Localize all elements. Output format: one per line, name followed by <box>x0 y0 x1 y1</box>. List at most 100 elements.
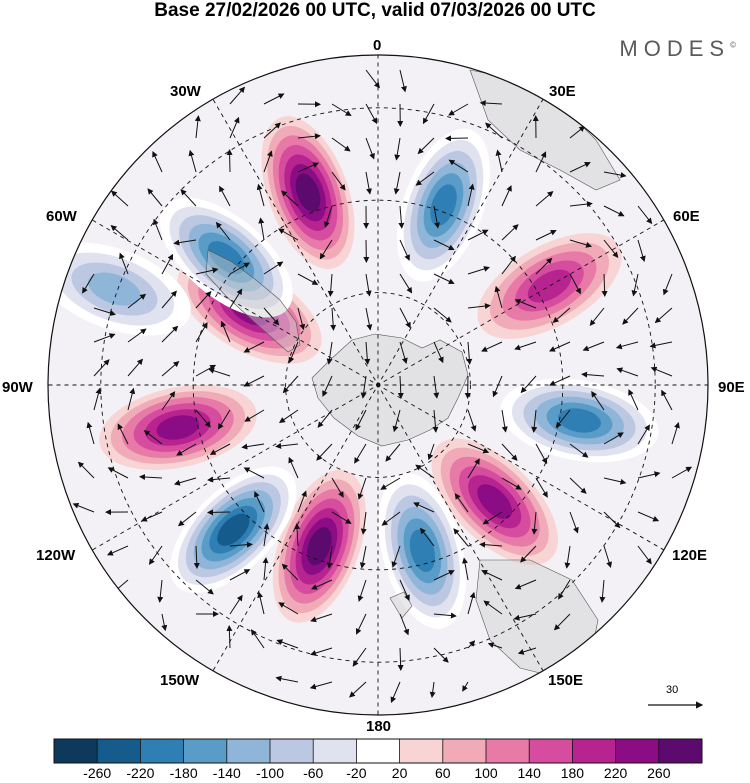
wind-vector <box>316 443 333 461</box>
map-boundary <box>47 54 709 716</box>
wind-vector <box>520 545 537 563</box>
lon-label-30e: 30E <box>549 83 576 100</box>
wind-vector <box>229 569 251 581</box>
pole-marker <box>375 382 381 388</box>
wind-vector <box>319 239 333 260</box>
wind-vector <box>501 255 516 275</box>
wind-vector <box>558 579 571 600</box>
colorbar-segment <box>529 739 573 763</box>
wind-vector <box>492 375 503 398</box>
wind-vector <box>501 185 512 207</box>
wind-vector <box>157 579 164 603</box>
wind-vector <box>161 253 174 275</box>
wind-vector <box>445 135 469 142</box>
wind-vector <box>637 424 650 445</box>
wind-vector <box>93 333 116 343</box>
wind-vector <box>243 467 265 479</box>
wind-vector <box>649 341 673 349</box>
colorbar-segment <box>97 739 141 763</box>
lon-label-150w: 150W <box>160 672 200 689</box>
wind-vector <box>467 183 475 207</box>
colorbar-segment <box>140 739 184 763</box>
wind-vector <box>501 477 522 490</box>
wind-vector <box>661 389 673 411</box>
wind-vector <box>297 490 307 513</box>
wind-vector <box>282 375 299 394</box>
wind-vector <box>276 639 299 649</box>
anomaly-center-7 <box>170 466 297 593</box>
wind-vector <box>654 307 673 324</box>
wind-vector <box>226 149 233 173</box>
wind-vector <box>399 69 407 93</box>
wind-vector <box>650 366 673 377</box>
wind-vector <box>256 183 265 207</box>
colorbar-tick-label: 220 <box>603 765 628 781</box>
wind-vector <box>359 545 367 569</box>
wind-vector <box>176 443 197 456</box>
wind-vector <box>394 137 401 161</box>
wind-vector <box>278 409 299 423</box>
wind-vector <box>326 545 333 569</box>
wind-vector <box>93 307 116 316</box>
colorbar-tick-label: 140 <box>517 765 541 781</box>
wind-vector <box>365 137 375 160</box>
wind-vector <box>487 642 503 649</box>
colorbar-tick-label: -220 <box>126 765 155 781</box>
wind-vector <box>448 103 469 116</box>
wind-vector <box>127 328 147 343</box>
anomaly-contour <box>477 484 513 520</box>
wind-vectors <box>72 69 693 704</box>
wind-vector <box>467 591 476 615</box>
wind-vector <box>195 267 219 275</box>
wind-vector <box>481 341 503 352</box>
wind-vector <box>161 613 168 632</box>
map-disk <box>48 55 708 715</box>
wind-vector <box>127 358 144 377</box>
wind-vector <box>535 477 548 498</box>
colorbar-tick-label: 180 <box>560 765 585 781</box>
wind-vector <box>263 261 284 275</box>
wind-vector <box>549 375 571 386</box>
wind-vector <box>601 273 608 297</box>
wind-vector <box>352 647 367 667</box>
wind-vector <box>263 93 285 105</box>
wind-vector <box>323 205 333 228</box>
wind-vector <box>662 273 673 296</box>
wind-vector <box>552 307 571 324</box>
wind-vector <box>161 360 180 377</box>
colorbar-tick-label: -60 <box>303 765 324 781</box>
wind-vector <box>555 409 571 428</box>
wind-vector <box>257 591 265 615</box>
wind-vector <box>188 149 197 173</box>
wind-vector <box>215 221 231 241</box>
wind-vector <box>467 409 477 432</box>
anomaly-contour <box>409 529 436 572</box>
colorbar-segment <box>442 739 487 763</box>
lon-label-60e: 60E <box>673 208 700 225</box>
wind-vector <box>413 502 435 513</box>
wind-vector <box>548 341 571 352</box>
wind-vector <box>454 493 469 513</box>
wind-vector <box>106 545 129 556</box>
wind-vector <box>481 570 503 581</box>
wind-vector <box>143 430 163 445</box>
wind-vector <box>349 681 367 698</box>
wind-vector <box>281 563 299 581</box>
wind-vector <box>616 367 639 377</box>
wind-vector <box>244 409 265 422</box>
colorbar-segment <box>572 739 616 763</box>
wind-vector <box>467 229 489 241</box>
colorbar-segment <box>658 739 703 763</box>
anomaly-contour <box>558 408 601 433</box>
wind-vector <box>385 443 401 462</box>
wind-vector <box>82 273 95 294</box>
wind-vector <box>331 137 351 152</box>
wind-vector <box>569 273 581 295</box>
wind-vector <box>365 273 372 297</box>
wind-vector <box>195 409 211 428</box>
wind-vector <box>327 273 334 297</box>
wind-vector <box>569 162 591 173</box>
wind-vector <box>433 273 455 285</box>
wind-vector <box>637 545 652 565</box>
